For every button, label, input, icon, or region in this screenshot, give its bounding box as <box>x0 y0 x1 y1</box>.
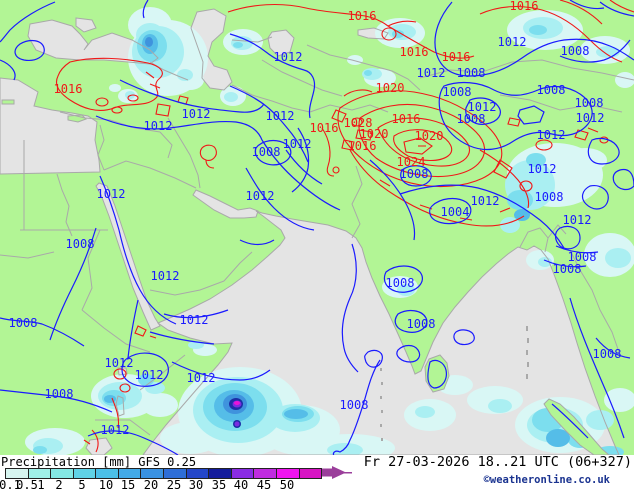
colorbar-cell <box>164 469 187 478</box>
weatheronline-credit-link[interactable]: ©weatheronline.co.uk <box>483 474 610 486</box>
pressure-label: 1012 <box>180 313 209 327</box>
pressure-label: 1008 <box>443 85 472 99</box>
colorbar-scale-value: 50 <box>279 478 295 490</box>
pressure-label: 1012 <box>187 371 216 385</box>
pressure-label: 1016 <box>400 45 429 59</box>
pressure-label: 1008 <box>457 66 486 80</box>
colorbar-scale-value: 30 <box>188 478 204 490</box>
colorbar-cell <box>276 469 300 478</box>
pressure-label: 1012 <box>471 194 500 208</box>
island-specks <box>380 326 529 441</box>
colorbar-scale-value: 5 <box>78 478 86 490</box>
colorbar-cell <box>254 469 277 478</box>
pressure-label: 1008 <box>568 250 597 264</box>
legend-title: Precipitation [mm] GFS 0.25 <box>1 455 197 469</box>
colorbar-scale-value: 0.5 <box>16 478 38 490</box>
colorbar-scale-value: 15 <box>120 478 136 490</box>
pressure-label: 1012 <box>151 269 180 283</box>
pressure-label: 1004 <box>441 205 470 219</box>
pressure-label: 1008 <box>252 145 281 159</box>
pressure-label: 1020 <box>415 129 444 143</box>
pressure-label: 1012 <box>274 50 303 64</box>
pressure-label: 1012 <box>283 137 312 151</box>
pressure-label: 1008 <box>553 262 582 276</box>
pressure-label: 1012 <box>144 119 173 133</box>
pressure-label: 1008 <box>593 347 622 361</box>
pressure-label: 1012 <box>266 109 295 123</box>
pressure-label: 1012 <box>417 66 446 80</box>
colorbar-scale-value: 35 <box>211 478 227 490</box>
colorbar-cell <box>209 469 232 478</box>
colorbar-cell <box>73 469 97 478</box>
pressure-label: 1012 <box>182 107 211 121</box>
colorbar-cell <box>299 469 322 478</box>
pressure-label: 1008 <box>45 387 74 401</box>
pressure-label: 1016 <box>54 82 83 96</box>
colorbar-cell <box>6 469 29 478</box>
pressure-label: 1012 <box>468 100 497 114</box>
colorbar-cell <box>118 469 142 478</box>
pressure-label: 1012 <box>135 368 164 382</box>
legend-bar: Precipitation [mm] GFS 0.25 0.1 0.5 1 2 5 10 1… <box>0 454 634 490</box>
colorbar-cell <box>186 469 210 478</box>
pressure-label: 1008 <box>386 276 415 290</box>
pressure-label: 1012 <box>576 111 605 125</box>
pressure-label: 1012 <box>246 189 275 203</box>
precipitation-map: 1012101210121012100810121012101210081012… <box>0 0 634 455</box>
pressure-label: 1008 <box>537 83 566 97</box>
colorbar-scale-value: 25 <box>166 478 182 490</box>
pressure-label: 1008 <box>340 398 369 412</box>
pressure-labels: 1012101210121012100810121012101210081012… <box>9 0 622 437</box>
colorbar-scale-value: 10 <box>98 478 114 490</box>
pressure-label: 1020 <box>360 127 389 141</box>
pressure-label: 1008 <box>407 317 436 331</box>
pressure-label: 1008 <box>575 96 604 110</box>
pressure-label: 1028 <box>344 116 373 130</box>
colorbar-scale-value: 20 <box>143 478 159 490</box>
precipitation-colorbar <box>5 468 322 479</box>
colorbar-cell <box>28 469 52 478</box>
colorbar-cell <box>141 469 165 478</box>
colorbar-cell <box>231 469 255 478</box>
pressure-label: 1008 <box>457 112 486 126</box>
pressure-label: 1008 <box>561 44 590 58</box>
pressure-label: 1012 <box>528 162 557 176</box>
pressure-label: 1012 <box>563 213 592 227</box>
colorbar-cell <box>51 469 74 478</box>
pressure-label: 1008 <box>400 167 429 181</box>
isobars-blue <box>0 0 634 455</box>
pressure-label: 1016 <box>348 139 377 153</box>
colorbar-overflow-arrow-icon <box>322 466 352 479</box>
pressure-label: 1012 <box>537 128 566 142</box>
colorbar-scale-value: 40 <box>233 478 249 490</box>
pressure-label: 1012 <box>105 356 134 370</box>
colorbar-scale-value: 45 <box>256 478 272 490</box>
pressure-label: 1012 <box>97 187 126 201</box>
pressure-label: 1008 <box>9 316 38 330</box>
colorbar-scale-values: 0.1 0.5 1 2 5 10 15 20 25 30 35 40 45 50 <box>0 478 340 490</box>
pressure-label: 1016 <box>442 50 471 64</box>
pressure-label: 1020 <box>376 81 405 95</box>
pressure-label: 1016 <box>348 9 377 23</box>
pressure-label: 1008 <box>535 190 564 204</box>
colorbar-scale-value: 2 <box>55 478 63 490</box>
pressure-label: 1008 <box>66 237 95 251</box>
pressure-label: 1016 <box>510 0 539 13</box>
valid-time-text: Fr 27-03-2026 18..21 UTC (06+327) <box>363 454 632 470</box>
pressure-label: 1024 <box>397 155 426 169</box>
colorbar-scale-value: 0.1 <box>0 478 21 490</box>
pressure-label: 1012 <box>498 35 527 49</box>
pressure-label: 1016 <box>392 112 421 126</box>
pressure-label: 1016 <box>310 121 339 135</box>
colorbar-cell <box>96 469 119 478</box>
country-borders <box>0 36 634 436</box>
pressure-label: 1012 <box>101 423 130 437</box>
isobars-red <box>55 0 634 453</box>
colorbar-scale-value: 1 <box>37 478 45 490</box>
